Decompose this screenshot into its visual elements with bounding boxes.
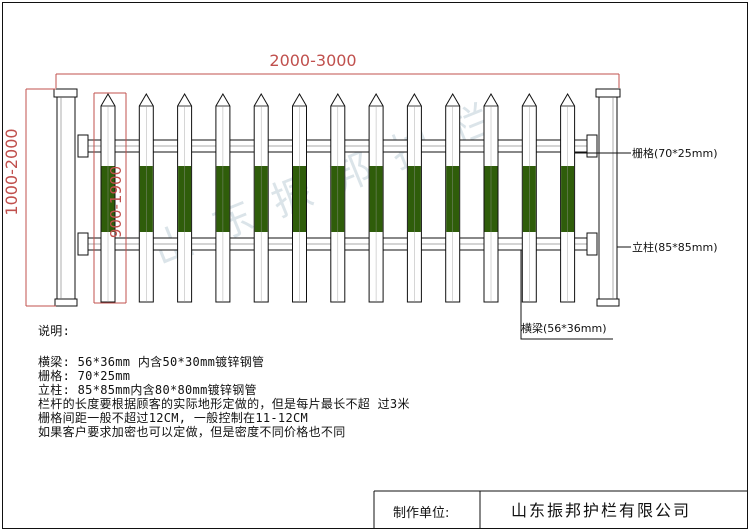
callout-rail bbox=[520, 250, 613, 340]
dimension-width bbox=[55, 73, 620, 88]
right-post bbox=[595, 88, 621, 307]
picket bbox=[100, 93, 116, 303]
dimension-height-label: 1000-2000 bbox=[2, 128, 21, 215]
picket bbox=[292, 93, 307, 303]
picket bbox=[138, 93, 154, 303]
note-picket: 栅格: 70*25mm bbox=[38, 369, 131, 383]
dimension-height bbox=[25, 88, 56, 307]
picket bbox=[330, 93, 346, 303]
dimension-width-label: 2000-3000 bbox=[269, 51, 356, 70]
picket bbox=[253, 93, 269, 303]
rail-brackets bbox=[77, 134, 598, 256]
picket bbox=[368, 93, 384, 303]
picket bbox=[445, 93, 461, 303]
title-block bbox=[373, 490, 748, 529]
callout-post-label: 立柱(85*85mm) bbox=[632, 240, 718, 254]
note-post: 立柱: 85*85mm内含80*80mm镀锌钢管 bbox=[38, 383, 257, 397]
callout-picket-label: 栅格(70*25mm) bbox=[632, 146, 718, 160]
picket bbox=[483, 93, 499, 303]
picket bbox=[177, 93, 193, 303]
title-block-company: 山东振邦护栏有限公司 bbox=[511, 501, 692, 520]
notes-heading: 说明: bbox=[38, 324, 71, 338]
dimension-picket bbox=[93, 92, 127, 304]
dimension-picket-label: 900-1900 bbox=[107, 166, 125, 238]
note-custom: 如果客户要求加密也可以定做，但是密度不同价格也不同 bbox=[38, 425, 346, 439]
callout-rail-label: 横梁(56*36mm) bbox=[521, 321, 607, 335]
picket bbox=[406, 93, 422, 303]
picket bbox=[560, 93, 576, 303]
title-block-label: 制作单位: bbox=[393, 506, 450, 521]
picket bbox=[521, 93, 537, 303]
left-post bbox=[53, 88, 78, 307]
note-spacing: 栅格间距一般不超过12CM, 一般控制在11-12CM bbox=[38, 411, 309, 425]
note-rail: 横梁: 56*36mm 内含50*30mm镀锌钢管 bbox=[38, 355, 265, 369]
pickets bbox=[100, 93, 576, 303]
picket bbox=[215, 93, 231, 303]
note-length: 栏杆的长度要根据顾客的实际地形定做的，但是每片最长不超 过3米 bbox=[38, 397, 410, 411]
